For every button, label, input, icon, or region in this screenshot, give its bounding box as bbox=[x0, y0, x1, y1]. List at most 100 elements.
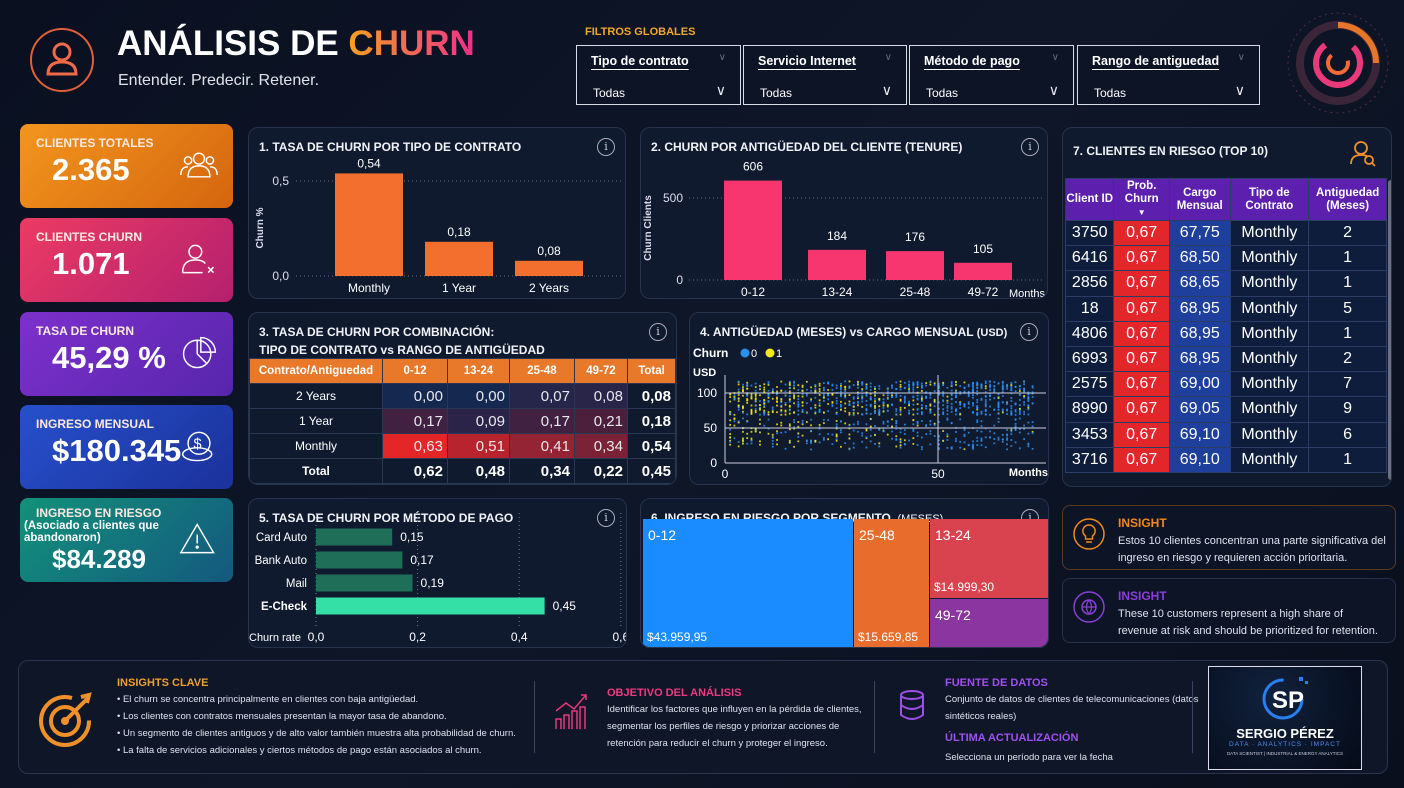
bar-chart: 0 500 Churn Clients 606 0-12 184 13-24 176 25-48… bbox=[643, 160, 1046, 298]
info-icon[interactable]: i bbox=[1020, 323, 1038, 341]
column-header[interactable]: Prob. Churn ▼ bbox=[1113, 178, 1170, 221]
scatter-point bbox=[1014, 381, 1017, 384]
scatter-point bbox=[865, 412, 868, 415]
scatter-point bbox=[1027, 442, 1030, 445]
table-cell: Monthly bbox=[1229, 219, 1310, 247]
scatter-point bbox=[976, 436, 979, 439]
scatter-point bbox=[903, 386, 906, 389]
column-header[interactable]: Total bbox=[627, 358, 676, 384]
column-header[interactable]: 13-24 bbox=[447, 358, 510, 384]
filter-select-value[interactable]: Todas bbox=[1094, 86, 1127, 100]
column-header[interactable]: Antiguedad (Meses) bbox=[1308, 178, 1387, 221]
scatter-point bbox=[780, 405, 783, 408]
scatter-point bbox=[984, 446, 987, 449]
scatter-point bbox=[822, 386, 825, 389]
scatter-point bbox=[810, 424, 812, 427]
data-label: 0,15 bbox=[400, 530, 424, 544]
scatter-point bbox=[1014, 410, 1017, 413]
scatter-point bbox=[920, 411, 923, 414]
scatter-point bbox=[805, 421, 808, 423]
table-row[interactable]: 6993 0,67 68,95 Monthly 2 bbox=[1064, 345, 1387, 373]
source-title: FUENTE DE DATOS bbox=[945, 677, 1048, 689]
scatter-point bbox=[929, 410, 932, 413]
scatter-point bbox=[746, 437, 749, 439]
footer-panel: INSIGHTS CLAVE • El churn se concentra p… bbox=[18, 660, 1388, 774]
heatmap-cell: 0,41 bbox=[509, 433, 575, 459]
treemap-tile[interactable]: 13-24 $14.999,30 bbox=[930, 519, 1048, 598]
insight-text: Estos 10 clientes concentran una parte s… bbox=[1118, 535, 1386, 564]
table-scrollbar[interactable] bbox=[1388, 180, 1391, 480]
scatter-point bbox=[946, 405, 949, 407]
scatter-point bbox=[972, 388, 974, 391]
table-row[interactable]: 3716 0,67 69,10 Monthly 1 bbox=[1064, 446, 1387, 473]
info-icon[interactable]: i bbox=[597, 138, 615, 156]
scatter-point bbox=[976, 444, 979, 446]
scatter-point bbox=[933, 382, 936, 385]
scatter-point bbox=[878, 385, 881, 387]
scatter-point bbox=[840, 420, 842, 423]
scatter-point bbox=[831, 392, 834, 395]
filter-1[interactable]: Servicio Internet ∨ Todas ∨ bbox=[743, 45, 907, 105]
table-row[interactable]: 2575 0,67 69,00 Monthly 7 bbox=[1064, 371, 1387, 398]
scatter-point bbox=[1018, 411, 1021, 414]
table-cell: 67,75 bbox=[1168, 219, 1231, 247]
scatter-point bbox=[1027, 396, 1030, 398]
filter-select-value[interactable]: Todas bbox=[760, 86, 793, 100]
chevron-down-icon[interactable]: ∨ bbox=[1234, 82, 1245, 98]
filter-2[interactable]: Método de pago ∨ Todas ∨ bbox=[909, 45, 1074, 105]
treemap-tile[interactable]: 0-12 $43.959,95 bbox=[643, 519, 853, 647]
info-icon[interactable]: i bbox=[649, 323, 667, 341]
chevron-down-icon[interactable]: ∨ bbox=[715, 82, 726, 98]
table-row[interactable]: 4806 0,67 68,95 Monthly 1 bbox=[1064, 320, 1387, 347]
filter-0[interactable]: Tipo de contrato ∨ Todas ∨ bbox=[576, 45, 741, 105]
table-row[interactable]: 3750 0,67 67,75 Monthly 2 bbox=[1064, 219, 1387, 247]
scatter-point bbox=[878, 445, 881, 448]
column-header[interactable]: Contrato/Antiguedad bbox=[249, 358, 383, 384]
table-cell: 0,67 bbox=[1113, 421, 1170, 448]
chevron-down-icon[interactable]: ∨ bbox=[881, 82, 892, 98]
scatter-point bbox=[797, 409, 800, 412]
scatter-point bbox=[733, 413, 736, 416]
table-row[interactable]: 6416 0,67 68,50 Monthly 1 bbox=[1064, 245, 1387, 272]
chart-title-unit: (USD) bbox=[976, 327, 1008, 339]
chart-churn-by-contract: 1. TASA DE CHURN POR TIPO DE CONTRATO i … bbox=[248, 127, 626, 299]
column-header[interactable]: Tipo de Contrato bbox=[1229, 178, 1310, 221]
scatter-point bbox=[840, 429, 842, 431]
column-header[interactable]: 49-72 bbox=[574, 358, 628, 384]
chevron-down-icon[interactable]: ∨ bbox=[1048, 82, 1059, 98]
scatter-point bbox=[899, 441, 902, 444]
scatter-point bbox=[869, 434, 872, 437]
scatter-point bbox=[925, 405, 928, 407]
scatter-point bbox=[946, 409, 949, 412]
column-header[interactable]: Cargo Mensual bbox=[1168, 178, 1231, 221]
column-header[interactable]: 0-12 bbox=[382, 358, 448, 384]
scatter-point bbox=[801, 384, 804, 387]
treemap-tile[interactable]: 49-72 bbox=[930, 599, 1048, 647]
scatter-point bbox=[878, 398, 881, 401]
scatter-point bbox=[984, 403, 987, 405]
table-row[interactable]: 2856 0,67 68,65 Monthly 1 bbox=[1064, 270, 1387, 297]
column-header[interactable]: Client ID bbox=[1064, 178, 1115, 221]
scatter-point bbox=[737, 404, 740, 407]
page-subtitle: Entender. Predecir. Retener. bbox=[118, 72, 320, 89]
scatter-point bbox=[1027, 445, 1030, 448]
table-row[interactable]: 18 0,67 68,95 Monthly 5 bbox=[1064, 295, 1387, 322]
table-row[interactable]: 8990 0,67 69,05 Monthly 9 bbox=[1064, 396, 1387, 423]
info-icon[interactable]: i bbox=[597, 509, 615, 527]
scatter-point bbox=[972, 404, 974, 407]
info-icon[interactable]: i bbox=[1021, 138, 1039, 156]
table-cell: 6993 bbox=[1064, 345, 1115, 373]
filter-select-value[interactable]: Todas bbox=[593, 86, 626, 100]
treemap-tile[interactable]: 25-48 $15.659,85 bbox=[854, 519, 929, 647]
table-row[interactable]: 3453 0,67 69,10 Monthly 6 bbox=[1064, 421, 1387, 448]
heatmap-cell: 0,51 bbox=[447, 433, 510, 459]
filter-3[interactable]: Rango de antiguedad ∨ Todas ∨ bbox=[1077, 45, 1260, 105]
scatter-point bbox=[989, 392, 991, 395]
scatter-point bbox=[920, 446, 923, 448]
kpi-card-3: INGRESO MENSUAL $180.345 $ bbox=[20, 405, 233, 489]
filter-select-value[interactable]: Todas bbox=[926, 86, 959, 100]
scatter-point bbox=[759, 418, 761, 421]
column-header[interactable]: 25-48 bbox=[509, 358, 575, 384]
legend-label: 1 bbox=[776, 348, 782, 360]
scatter-point bbox=[1001, 440, 1004, 443]
